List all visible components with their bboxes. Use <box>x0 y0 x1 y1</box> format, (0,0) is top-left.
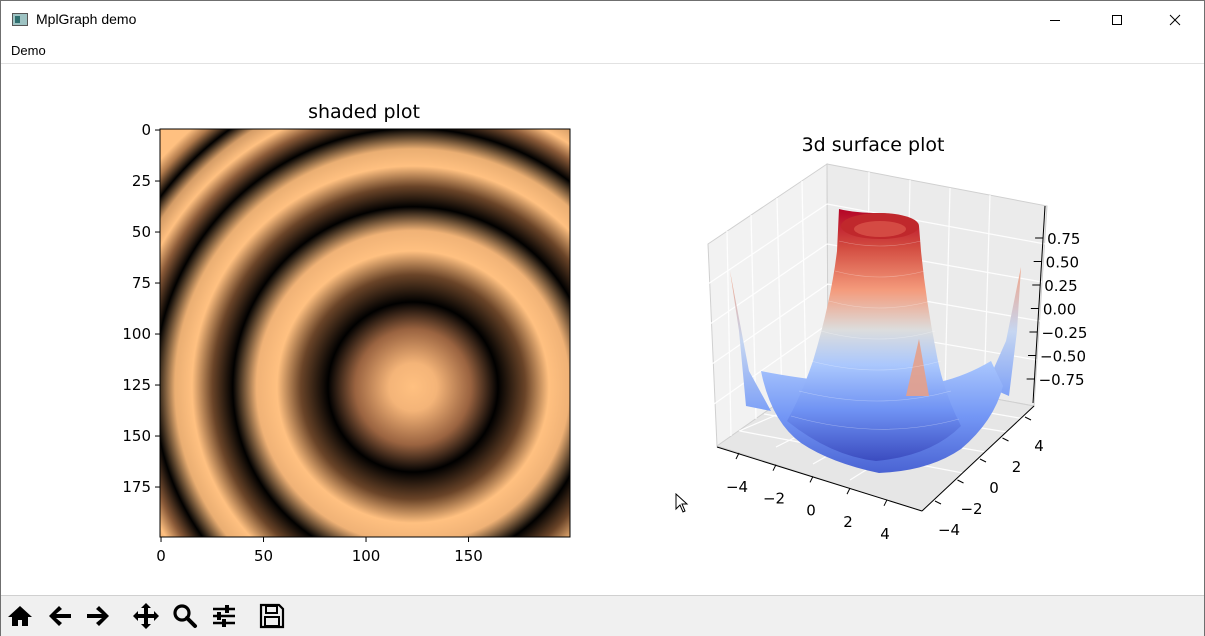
z-tick-label: −0.50 <box>1040 348 1086 366</box>
y3d-tick-mark <box>934 500 942 505</box>
maximize-icon <box>1112 15 1122 25</box>
y3d-tick-mark <box>979 458 987 463</box>
y-tick-label: 150 <box>122 427 151 445</box>
shaded-y-axis: 0 25 50 75 100 125 150 175 <box>122 121 160 496</box>
z-tick-label: 0.50 <box>1046 254 1079 272</box>
back-arrow-icon <box>49 606 71 626</box>
y3d-tick-label: 2 <box>1012 458 1022 476</box>
shaded-x-axis: 0 50 100 150 <box>156 537 483 565</box>
minimize-button[interactable] <box>1026 1 1084 39</box>
x3d-tick-label: −2 <box>763 490 785 508</box>
maximize-button[interactable] <box>1088 1 1146 39</box>
forward-arrow-icon <box>87 606 109 626</box>
back-button[interactable] <box>45 601 75 631</box>
x3d-tick-label: 4 <box>880 525 890 543</box>
y-tick-label: 175 <box>122 478 151 496</box>
shaded-image <box>160 129 570 537</box>
x3d-tick-mark <box>883 499 888 507</box>
configure-subplots-button[interactable] <box>209 601 239 631</box>
x3d-tick-label: 2 <box>843 513 853 531</box>
home-button[interactable] <box>5 601 35 631</box>
y-tick-label: 75 <box>132 274 151 292</box>
y3d-tick-label: −4 <box>938 521 960 539</box>
z-axis-line <box>1032 205 1046 404</box>
x3d-tick-mark <box>772 464 777 471</box>
menu-bar: Demo <box>1 39 1204 64</box>
zoom-icon <box>173 604 197 628</box>
mouse-cursor-icon <box>675 493 689 513</box>
close-button[interactable] <box>1146 1 1204 39</box>
y3d-tick-label: −2 <box>960 500 982 518</box>
y-tick-label: 25 <box>132 172 151 190</box>
home-icon <box>8 606 32 626</box>
y3d-tick-mark <box>1002 437 1009 442</box>
title-bar[interactable]: MplGraph demo <box>1 1 1204 39</box>
surface-x-axis: −4 −2 0 2 4 <box>726 452 890 543</box>
shaded-plot: shaded plot 0 50 100 150 0 25 50 75 100 125 150 17… <box>122 101 571 565</box>
minimize-icon <box>1050 20 1060 21</box>
shaded-axes-frame <box>159 128 571 538</box>
y-tick-label: 50 <box>132 223 151 241</box>
shaded-plot-title: shaded plot <box>308 101 420 123</box>
y-axis-line <box>921 405 1035 512</box>
app-icon <box>12 13 28 26</box>
x-axis-line <box>716 446 923 512</box>
pan-button[interactable] <box>131 601 161 631</box>
x-tick-label: 50 <box>254 547 273 565</box>
z-tick-label: 0.00 <box>1043 301 1076 319</box>
surface-plot-title: 3d surface plot <box>802 134 945 156</box>
figure-svg: shaded plot 0 50 100 150 0 25 50 75 100 125 150 17… <box>122 101 1087 565</box>
y3d-tick-label: 0 <box>989 479 999 497</box>
y-tick-label: 125 <box>122 376 151 394</box>
x3d-tick-label: −4 <box>726 478 748 496</box>
x-tick-label: 150 <box>454 547 483 565</box>
window-title: MplGraph demo <box>36 11 137 27</box>
save-button[interactable] <box>257 601 287 631</box>
menu-item-demo[interactable]: Demo <box>11 43 46 58</box>
configure-subplots-icon <box>213 605 235 627</box>
x-tick-label: 100 <box>352 547 381 565</box>
figure-canvas[interactable]: shaded plot 0 50 100 150 0 25 50 75 100 125 150 17… <box>1 64 1204 594</box>
surface-z-axis: 0.75 0.50 0.25 0.00 −0.25 −0.50 −0.75 <box>1026 230 1087 389</box>
y3d-tick-mark <box>1024 416 1032 421</box>
surface-mesh <box>730 209 1021 473</box>
pan-icon <box>133 603 159 629</box>
x3d-tick-mark <box>846 487 851 495</box>
z-tick-label: 0.25 <box>1044 277 1077 295</box>
navigation-toolbar <box>1 595 1204 636</box>
save-icon <box>259 603 285 629</box>
y-tick-label: 100 <box>122 325 151 343</box>
surface-y-axis: 420 −2−4 <box>934 416 1044 539</box>
x3d-tick-label: 0 <box>806 501 816 519</box>
x-tick-label: 0 <box>156 547 166 565</box>
x3d-tick-mark <box>735 452 740 460</box>
z-tick-label: −0.75 <box>1039 371 1085 389</box>
surface-plot: 3d surface plot <box>707 134 1087 543</box>
y3d-tick-label: 4 <box>1034 437 1044 455</box>
y-tick-label: 0 <box>141 121 151 139</box>
x3d-tick-mark <box>809 476 814 483</box>
forward-button[interactable] <box>83 601 113 631</box>
close-icon <box>1169 14 1181 26</box>
y3d-tick-mark <box>957 479 964 484</box>
z-tick-label: −0.25 <box>1041 324 1087 342</box>
zoom-button[interactable] <box>170 601 200 631</box>
z-tick-label: 0.75 <box>1047 230 1080 248</box>
